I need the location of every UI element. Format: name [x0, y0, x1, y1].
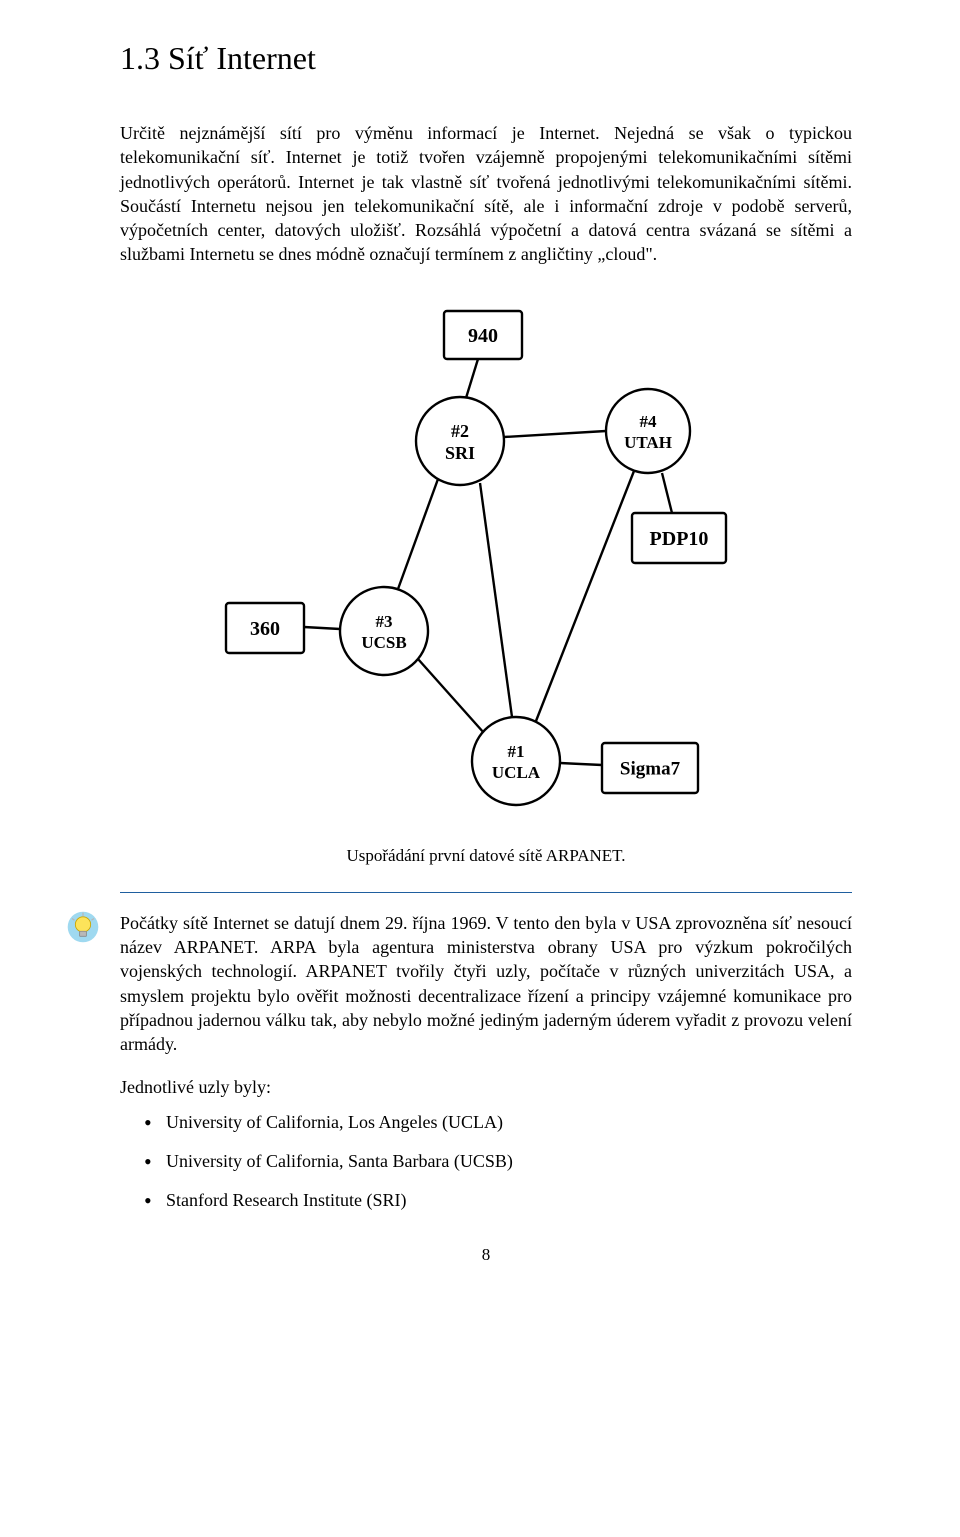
node-label: 360 — [250, 618, 280, 640]
page-number: 8 — [120, 1245, 852, 1265]
edge — [304, 627, 340, 629]
edge — [504, 431, 606, 437]
list-intro: Jednotlivé uzly byly: — [120, 1077, 852, 1098]
node-circle — [472, 717, 560, 805]
list-item: University of California, Santa Barbara … — [144, 1151, 852, 1172]
edge — [398, 479, 438, 589]
node-label: 940 — [468, 325, 498, 347]
edge — [560, 763, 602, 765]
arpanet-diagram: 940 #2SRI #4 UTAH PDP10 360 #3 UCSB #1 UCLA Sigma7 — [216, 303, 756, 828]
divider-line — [120, 892, 852, 893]
node-label: UCSB — [361, 633, 406, 652]
node-circle — [606, 389, 690, 473]
node-circle — [340, 587, 428, 675]
list-item: University of California, Los Angeles (U… — [144, 1112, 852, 1133]
node-label: #1 — [508, 742, 525, 761]
edge — [536, 471, 634, 721]
network-svg: 940 #2SRI #4 UTAH PDP10 360 #3 UCSB #1 UCLA Sigma7 — [216, 303, 756, 823]
edge — [466, 359, 478, 398]
node-list: University of California, Los Angeles (U… — [120, 1112, 852, 1211]
edge — [480, 483, 512, 717]
node-label: PDP10 — [650, 528, 709, 550]
paragraph-2: Počátky sítě Internet se datují dnem 29.… — [120, 911, 852, 1057]
node-circle — [416, 397, 504, 485]
edge — [662, 473, 672, 513]
diagram-caption: Uspořádání první datové sítě ARPANET. — [120, 846, 852, 866]
divider-with-tip — [120, 892, 852, 893]
section-heading: 1.3 Síť Internet — [120, 40, 852, 77]
node-label: Sigma7 — [620, 758, 681, 779]
node-label: #2 — [451, 421, 469, 441]
node-label: #4 — [640, 412, 658, 431]
node-label: UCLA — [492, 763, 541, 782]
node-label: #3 — [376, 612, 393, 631]
node-label: SRI — [445, 443, 475, 463]
lightbulb-icon — [66, 910, 100, 944]
edge — [418, 659, 484, 733]
node-label: UTAH — [624, 433, 672, 452]
paragraph-1: Určitě nejznámější sítí pro výměnu infor… — [120, 121, 852, 267]
list-item: Stanford Research Institute (SRI) — [144, 1190, 852, 1211]
